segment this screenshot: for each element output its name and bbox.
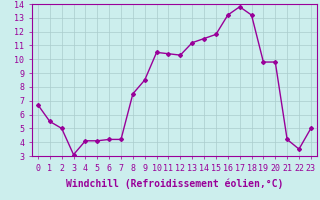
X-axis label: Windchill (Refroidissement éolien,°C): Windchill (Refroidissement éolien,°C) <box>66 178 283 189</box>
